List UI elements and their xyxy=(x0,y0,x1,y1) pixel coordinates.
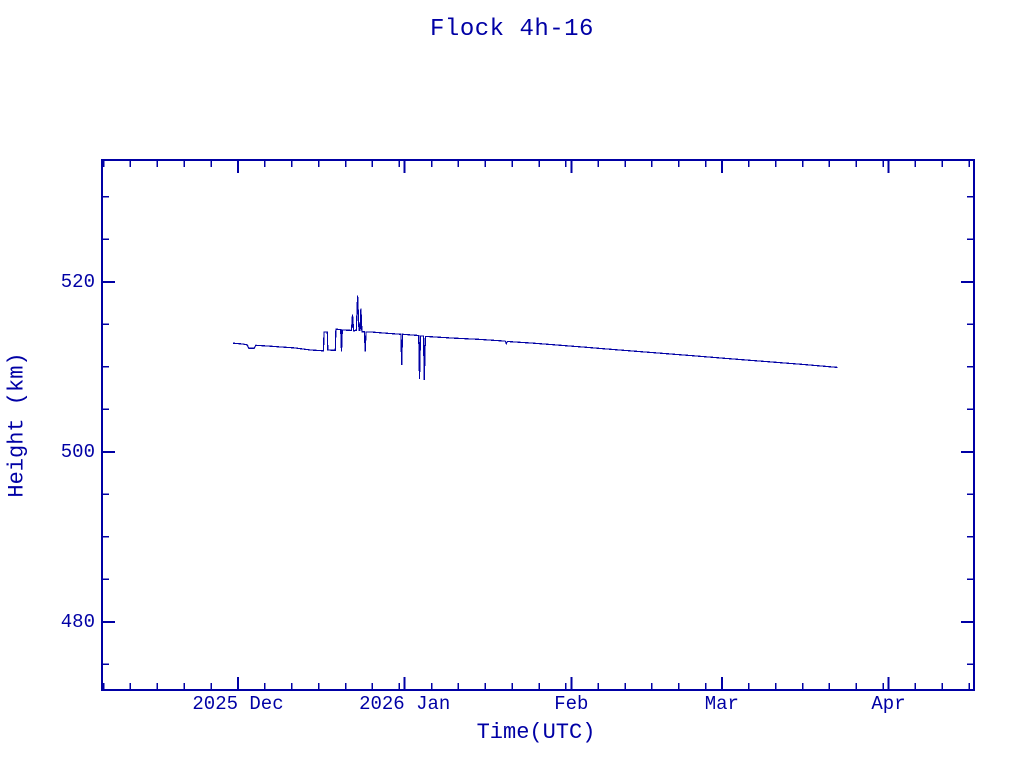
x-tick-label: Apr xyxy=(871,693,906,715)
y-tick-label: 480 xyxy=(60,610,95,633)
y-axis-label: Height (km) xyxy=(4,352,30,498)
x-axis-label: Time(UTC) xyxy=(476,720,596,745)
y-tick-label: 520 xyxy=(60,270,95,293)
data-line-height xyxy=(233,295,838,381)
plot-frame xyxy=(101,159,975,691)
x-tick-label: 2026 Jan xyxy=(359,693,451,715)
x-tick-label: 2025 Dec xyxy=(192,693,284,715)
chart-title: Flock 4h-16 xyxy=(430,16,594,43)
y-tick-label: 500 xyxy=(60,440,95,463)
x-tick-label: Feb xyxy=(554,693,589,715)
x-tick-label: Mar xyxy=(704,693,739,715)
